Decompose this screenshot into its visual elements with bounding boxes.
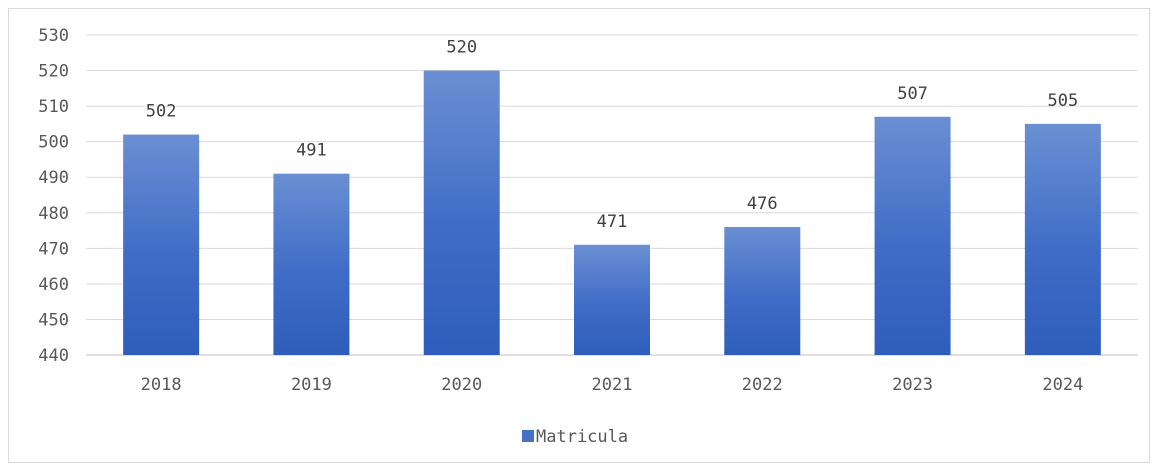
y-tick-label: 530 — [38, 26, 69, 46]
y-tick-label: 460 — [38, 275, 69, 295]
gridlines — [86, 34, 1138, 356]
x-tick-label-2021: 2021 — [592, 375, 633, 395]
bar-2022 — [724, 227, 801, 355]
data-label-2021: 471 — [597, 212, 628, 232]
bar-2024 — [1024, 123, 1101, 355]
x-tick-label-2020: 2020 — [441, 375, 482, 395]
y-tick-label: 450 — [38, 310, 69, 330]
y-axis-ticks: 440 450 460 470 480 490 500 510 520 530 — [38, 26, 69, 366]
x-tick-label-2018: 2018 — [141, 375, 182, 395]
legend-label-matricula: Matricula — [536, 427, 628, 447]
data-labels: 502 491 520 471 476 507 505 — [146, 38, 1078, 232]
x-tick-label-2019: 2019 — [291, 375, 332, 395]
bar-2018 — [123, 134, 200, 355]
y-tick-label: 520 — [38, 62, 69, 82]
y-tick-label: 490 — [38, 168, 69, 188]
x-tick-label-2022: 2022 — [742, 375, 783, 395]
bar-2023 — [874, 116, 951, 356]
legend-swatch-matricula — [522, 430, 534, 442]
y-tick-label: 500 — [38, 133, 69, 153]
y-tick-label: 480 — [38, 204, 69, 224]
y-tick-label: 510 — [38, 97, 69, 117]
data-label-2018: 502 — [146, 102, 177, 122]
data-label-2022: 476 — [747, 194, 778, 214]
y-tick-label: 470 — [38, 239, 69, 259]
bars — [123, 70, 1101, 356]
data-label-2019: 491 — [296, 141, 327, 161]
legend: Matricula — [522, 427, 628, 447]
x-tick-label-2023: 2023 — [892, 375, 933, 395]
y-tick-label: 440 — [38, 346, 69, 366]
data-label-2023: 507 — [897, 84, 928, 104]
x-tick-label-2024: 2024 — [1042, 375, 1083, 395]
data-label-2020: 520 — [446, 38, 477, 58]
bar-2020 — [423, 70, 500, 356]
data-label-2024: 505 — [1047, 91, 1078, 111]
x-axis-ticks: 2018 2019 2020 2021 2022 2023 2024 — [141, 375, 1084, 395]
bar-2019 — [273, 173, 350, 355]
bar-2021 — [574, 244, 650, 355]
